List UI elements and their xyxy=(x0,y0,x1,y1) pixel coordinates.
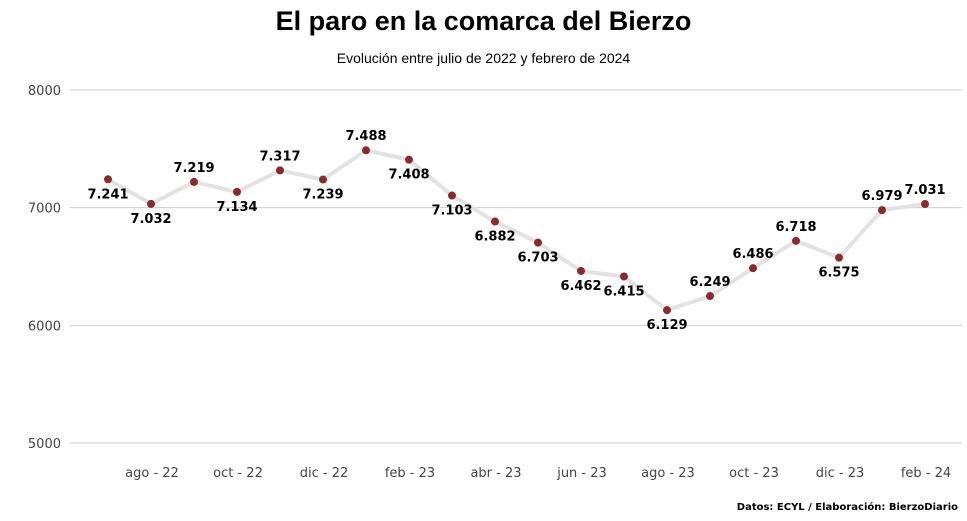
data-label: 7.032 xyxy=(130,212,171,227)
data-label: 6.462 xyxy=(560,279,601,294)
gridlines xyxy=(70,89,962,444)
data-label: 6.249 xyxy=(689,275,730,290)
x-tick-label: dic - 22 xyxy=(300,466,349,481)
x-tick-label: ago - 23 xyxy=(641,466,695,481)
x-axis-ticks: ago - 22 oct - 22 dic - 22 feb - 23 abr - 23… xyxy=(125,466,951,481)
data-label: 6.486 xyxy=(732,247,773,262)
data-label: 6.129 xyxy=(646,318,687,333)
x-tick-label: oct - 23 xyxy=(729,466,779,481)
x-tick-label: feb - 24 xyxy=(901,466,951,481)
data-label: 7.031 xyxy=(904,183,945,198)
data-label: 7.241 xyxy=(87,187,128,202)
y-tick-label: 8000 xyxy=(28,84,61,99)
data-label: 6.703 xyxy=(517,251,558,266)
data-label: 6.415 xyxy=(603,285,644,300)
data-point xyxy=(835,253,843,262)
data-label: 6.979 xyxy=(861,189,902,204)
data-point xyxy=(749,264,757,273)
data-label: 6.718 xyxy=(775,220,816,235)
data-label: 7.239 xyxy=(302,188,343,203)
data-label: 6.882 xyxy=(474,230,515,245)
chart-subtitle: Evolución entre julio de 2022 y febrero … xyxy=(336,50,631,66)
data-point xyxy=(921,200,929,209)
y-tick-label: 5000 xyxy=(28,437,61,452)
data-point xyxy=(362,146,370,155)
data-point xyxy=(276,166,284,175)
source-credit: Datos: ECYL / Elaboración: BierzoDiario xyxy=(736,502,958,513)
x-tick-label: feb - 23 xyxy=(385,466,435,481)
x-tick-label: dic - 23 xyxy=(816,466,865,481)
y-tick-label: 7000 xyxy=(28,202,61,217)
data-point xyxy=(190,177,198,186)
data-label: 7.408 xyxy=(388,168,429,183)
x-tick-label: ago - 22 xyxy=(125,466,179,481)
data-point xyxy=(706,292,714,301)
data-point xyxy=(620,272,628,281)
x-tick-label: abr - 23 xyxy=(470,466,521,481)
x-tick-label: jun - 23 xyxy=(556,466,607,481)
data-point xyxy=(405,155,413,164)
data-point xyxy=(319,175,327,184)
data-point xyxy=(878,206,886,215)
series-line-path xyxy=(106,148,927,313)
series-line xyxy=(106,148,927,313)
data-point xyxy=(448,191,456,200)
y-tick-label: 6000 xyxy=(28,319,61,334)
data-point xyxy=(792,236,800,245)
data-label: 7.134 xyxy=(216,200,257,215)
chart-title: El paro en la comarca del Bierzo xyxy=(275,6,692,36)
data-point xyxy=(147,199,155,208)
data-label: 6.575 xyxy=(818,266,859,281)
data-point xyxy=(491,217,499,226)
data-label: 7.219 xyxy=(173,161,214,176)
data-point xyxy=(577,266,585,275)
data-points xyxy=(104,146,929,315)
data-point xyxy=(534,238,542,247)
x-tick-label: oct - 22 xyxy=(213,466,263,481)
data-label: 7.103 xyxy=(431,204,472,219)
data-point xyxy=(663,306,671,315)
data-label: 7.488 xyxy=(345,129,386,144)
data-point xyxy=(104,175,112,184)
y-axis-ticks: 8000 7000 6000 5000 xyxy=(28,84,61,452)
data-label: 7.317 xyxy=(259,149,300,164)
data-point xyxy=(233,187,241,196)
